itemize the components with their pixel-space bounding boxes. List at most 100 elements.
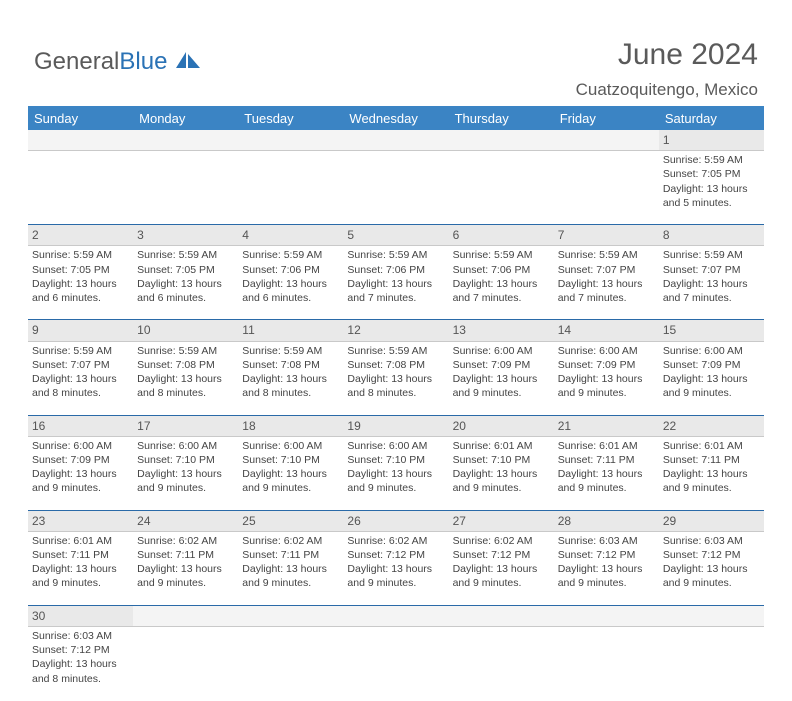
day-number-cell: 23 bbox=[28, 510, 133, 531]
day-number-cell: 13 bbox=[449, 320, 554, 341]
day-number-cell bbox=[133, 130, 238, 151]
day-content-cell bbox=[133, 627, 238, 701]
day-content-cell: Sunrise: 6:03 AMSunset: 7:12 PMDaylight:… bbox=[28, 627, 133, 701]
day-content-cell: Sunrise: 5:59 AMSunset: 7:07 PMDaylight:… bbox=[659, 246, 764, 320]
day-details: Sunrise: 6:03 AMSunset: 7:12 PMDaylight:… bbox=[558, 534, 655, 591]
day-content-cell: Sunrise: 6:00 AMSunset: 7:09 PMDaylight:… bbox=[28, 436, 133, 510]
day-number-cell: 5 bbox=[343, 225, 448, 246]
day-details: Sunrise: 5:59 AMSunset: 7:05 PMDaylight:… bbox=[137, 248, 234, 305]
day-details: Sunrise: 5:59 AMSunset: 7:05 PMDaylight:… bbox=[32, 248, 129, 305]
day-number-cell: 25 bbox=[238, 510, 343, 531]
day-details: Sunrise: 6:00 AMSunset: 7:10 PMDaylight:… bbox=[347, 439, 444, 496]
header-sunday: Sunday bbox=[28, 106, 133, 130]
day-content-cell: Sunrise: 6:00 AMSunset: 7:10 PMDaylight:… bbox=[238, 436, 343, 510]
day-number-cell: 27 bbox=[449, 510, 554, 531]
day-number-cell bbox=[554, 605, 659, 626]
header-friday: Friday bbox=[554, 106, 659, 130]
day-content-cell: Sunrise: 6:01 AMSunset: 7:11 PMDaylight:… bbox=[28, 531, 133, 605]
day-details: Sunrise: 5:59 AMSunset: 7:06 PMDaylight:… bbox=[453, 248, 550, 305]
day-content-cell: Sunrise: 5:59 AMSunset: 7:05 PMDaylight:… bbox=[659, 151, 764, 225]
header-tuesday: Tuesday bbox=[238, 106, 343, 130]
day-content-cell: Sunrise: 6:01 AMSunset: 7:11 PMDaylight:… bbox=[659, 436, 764, 510]
day-content-cell: Sunrise: 6:00 AMSunset: 7:09 PMDaylight:… bbox=[449, 341, 554, 415]
day-details: Sunrise: 6:02 AMSunset: 7:11 PMDaylight:… bbox=[242, 534, 339, 591]
day-content-cell: Sunrise: 6:01 AMSunset: 7:11 PMDaylight:… bbox=[554, 436, 659, 510]
day-content-cell: Sunrise: 6:02 AMSunset: 7:12 PMDaylight:… bbox=[449, 531, 554, 605]
daynum-row: 30 bbox=[28, 605, 764, 626]
week-row: Sunrise: 6:01 AMSunset: 7:11 PMDaylight:… bbox=[28, 531, 764, 605]
header-wednesday: Wednesday bbox=[343, 106, 448, 130]
day-content-cell bbox=[343, 627, 448, 701]
day-number-cell bbox=[343, 130, 448, 151]
day-number-cell bbox=[238, 605, 343, 626]
day-details: Sunrise: 6:02 AMSunset: 7:11 PMDaylight:… bbox=[137, 534, 234, 591]
location-subtitle: Cuatzoquitengo, Mexico bbox=[576, 80, 758, 100]
day-number-cell: 30 bbox=[28, 605, 133, 626]
day-details: Sunrise: 5:59 AMSunset: 7:08 PMDaylight:… bbox=[242, 344, 339, 401]
day-content-cell bbox=[343, 151, 448, 225]
brand-part2: Blue bbox=[119, 48, 167, 75]
day-content-cell: Sunrise: 5:59 AMSunset: 7:06 PMDaylight:… bbox=[343, 246, 448, 320]
day-content-cell: Sunrise: 6:00 AMSunset: 7:10 PMDaylight:… bbox=[343, 436, 448, 510]
day-number-cell bbox=[238, 130, 343, 151]
day-content-cell bbox=[554, 151, 659, 225]
day-details: Sunrise: 5:59 AMSunset: 7:08 PMDaylight:… bbox=[137, 344, 234, 401]
day-content-cell: Sunrise: 6:00 AMSunset: 7:09 PMDaylight:… bbox=[554, 341, 659, 415]
day-number-cell: 2 bbox=[28, 225, 133, 246]
daynum-row: 23242526272829 bbox=[28, 510, 764, 531]
day-content-cell: Sunrise: 6:01 AMSunset: 7:10 PMDaylight:… bbox=[449, 436, 554, 510]
day-details: Sunrise: 5:59 AMSunset: 7:07 PMDaylight:… bbox=[558, 248, 655, 305]
day-number-cell: 8 bbox=[659, 225, 764, 246]
day-number-cell: 4 bbox=[238, 225, 343, 246]
day-number-cell: 22 bbox=[659, 415, 764, 436]
day-details: Sunrise: 6:00 AMSunset: 7:09 PMDaylight:… bbox=[32, 439, 129, 496]
day-content-cell: Sunrise: 6:03 AMSunset: 7:12 PMDaylight:… bbox=[659, 531, 764, 605]
day-content-cell bbox=[238, 151, 343, 225]
day-content-cell: Sunrise: 6:02 AMSunset: 7:11 PMDaylight:… bbox=[133, 531, 238, 605]
day-content-cell: Sunrise: 5:59 AMSunset: 7:07 PMDaylight:… bbox=[554, 246, 659, 320]
day-details: Sunrise: 6:00 AMSunset: 7:10 PMDaylight:… bbox=[242, 439, 339, 496]
day-details: Sunrise: 6:00 AMSunset: 7:10 PMDaylight:… bbox=[137, 439, 234, 496]
day-content-cell bbox=[238, 627, 343, 701]
day-details: Sunrise: 5:59 AMSunset: 7:05 PMDaylight:… bbox=[663, 153, 760, 210]
week-row: Sunrise: 5:59 AMSunset: 7:05 PMDaylight:… bbox=[28, 246, 764, 320]
day-details: Sunrise: 6:03 AMSunset: 7:12 PMDaylight:… bbox=[663, 534, 760, 591]
day-number-cell: 21 bbox=[554, 415, 659, 436]
daynum-row: 2345678 bbox=[28, 225, 764, 246]
day-number-cell: 28 bbox=[554, 510, 659, 531]
day-content-cell: Sunrise: 6:02 AMSunset: 7:12 PMDaylight:… bbox=[343, 531, 448, 605]
calendar-table: Sunday Monday Tuesday Wednesday Thursday… bbox=[28, 106, 764, 701]
brand-part1: General bbox=[34, 48, 119, 75]
day-number-cell: 26 bbox=[343, 510, 448, 531]
day-content-cell: Sunrise: 5:59 AMSunset: 7:08 PMDaylight:… bbox=[238, 341, 343, 415]
day-content-cell bbox=[28, 151, 133, 225]
day-details: Sunrise: 6:00 AMSunset: 7:09 PMDaylight:… bbox=[558, 344, 655, 401]
day-number-cell bbox=[343, 605, 448, 626]
day-number-cell: 19 bbox=[343, 415, 448, 436]
day-number-cell: 17 bbox=[133, 415, 238, 436]
day-number-cell: 14 bbox=[554, 320, 659, 341]
day-details: Sunrise: 5:59 AMSunset: 7:07 PMDaylight:… bbox=[663, 248, 760, 305]
day-content-cell: Sunrise: 6:00 AMSunset: 7:10 PMDaylight:… bbox=[133, 436, 238, 510]
day-details: Sunrise: 5:59 AMSunset: 7:06 PMDaylight:… bbox=[347, 248, 444, 305]
day-content-cell: Sunrise: 5:59 AMSunset: 7:05 PMDaylight:… bbox=[28, 246, 133, 320]
day-content-cell bbox=[659, 627, 764, 701]
day-content-cell: Sunrise: 6:02 AMSunset: 7:11 PMDaylight:… bbox=[238, 531, 343, 605]
day-details: Sunrise: 6:02 AMSunset: 7:12 PMDaylight:… bbox=[347, 534, 444, 591]
daynum-row: 16171819202122 bbox=[28, 415, 764, 436]
day-details: Sunrise: 6:01 AMSunset: 7:11 PMDaylight:… bbox=[558, 439, 655, 496]
day-number-cell: 6 bbox=[449, 225, 554, 246]
day-content-cell bbox=[449, 627, 554, 701]
day-number-cell: 7 bbox=[554, 225, 659, 246]
week-row: Sunrise: 5:59 AMSunset: 7:05 PMDaylight:… bbox=[28, 151, 764, 225]
day-details: Sunrise: 6:00 AMSunset: 7:09 PMDaylight:… bbox=[453, 344, 550, 401]
day-number-cell bbox=[449, 130, 554, 151]
day-number-cell: 16 bbox=[28, 415, 133, 436]
day-details: Sunrise: 5:59 AMSunset: 7:06 PMDaylight:… bbox=[242, 248, 339, 305]
day-content-cell: Sunrise: 6:03 AMSunset: 7:12 PMDaylight:… bbox=[554, 531, 659, 605]
day-details: Sunrise: 6:01 AMSunset: 7:10 PMDaylight:… bbox=[453, 439, 550, 496]
day-content-cell: Sunrise: 5:59 AMSunset: 7:06 PMDaylight:… bbox=[238, 246, 343, 320]
day-number-cell: 12 bbox=[343, 320, 448, 341]
day-details: Sunrise: 6:01 AMSunset: 7:11 PMDaylight:… bbox=[32, 534, 129, 591]
header-monday: Monday bbox=[133, 106, 238, 130]
